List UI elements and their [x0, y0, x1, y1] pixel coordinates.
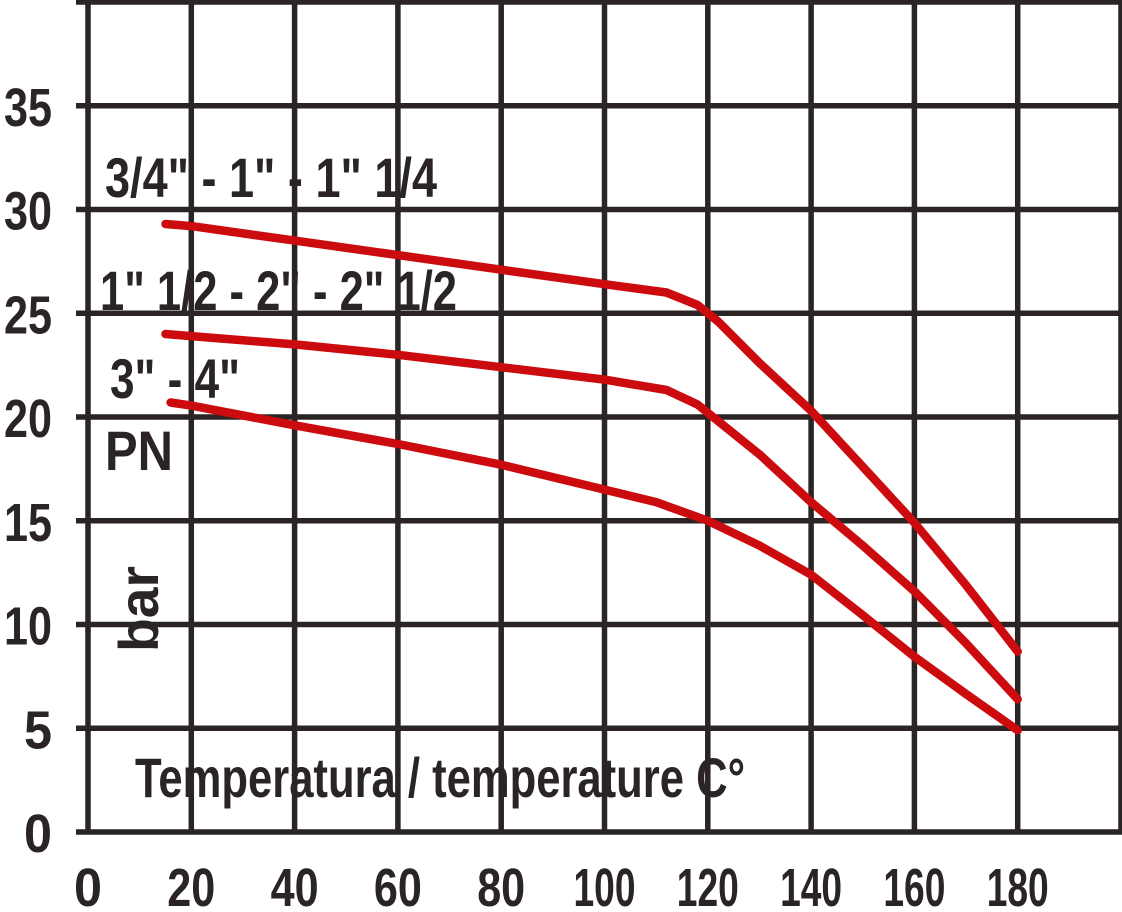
series-label-medium-sizes: 1" 1/2 - 2" - 2" 1/2	[100, 259, 457, 322]
curve-3in-4in	[166, 398, 1022, 735]
y-tick-label-15: 15	[4, 493, 52, 553]
y-tick-label-30: 30	[4, 182, 52, 242]
series-label-large-sizes: 3" - 4"	[110, 347, 240, 410]
x-tick-label-140: 140	[780, 858, 842, 912]
curve-1-1-2in-2in-2-1-2in	[161, 329, 1022, 704]
x-tick-label-60: 60	[374, 858, 422, 912]
x-tick-label-100: 100	[574, 858, 636, 912]
y-tick-label-0: 0	[24, 804, 52, 864]
x-tick-label-160: 160	[883, 858, 945, 912]
y-tick-label-10: 10	[4, 597, 52, 657]
x-tick-label-0: 0	[74, 858, 102, 912]
series-label-small-sizes: 3/4" - 1" - 1" 1/4	[105, 146, 437, 209]
curves	[161, 219, 1022, 735]
curve-3-4in-1in-1-1-4in	[161, 219, 1022, 656]
grid	[76, 0, 1122, 835]
x-tick-label-180: 180	[987, 858, 1049, 912]
x-axis-tick-labels: 0 20 40 60 80 100 120 140 160 180	[74, 858, 1049, 912]
x-tick-label-20: 20	[167, 858, 215, 912]
x-axis-title: Temperatura / temperature C°	[135, 746, 745, 809]
y-tick-label-35: 35	[4, 78, 52, 138]
y-tick-label-5: 5	[24, 700, 52, 760]
y-tick-label-20: 20	[4, 389, 52, 449]
y-axis-unit-bar-label: bar	[107, 566, 170, 652]
x-tick-label-80: 80	[477, 858, 525, 912]
x-tick-label-120: 120	[677, 858, 739, 912]
y-axis-tick-labels: 0 5 10 15 20 25 30 35	[4, 78, 52, 864]
y-axis-unit-pn-label: PN	[105, 419, 173, 482]
y-tick-label-25: 25	[4, 285, 52, 345]
x-tick-label-40: 40	[271, 858, 319, 912]
